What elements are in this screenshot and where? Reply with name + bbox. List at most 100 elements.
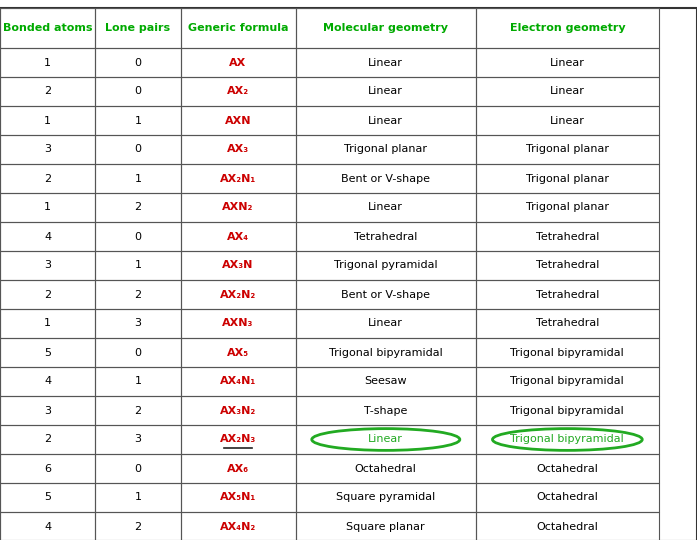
- Bar: [476, 425, 659, 454]
- Bar: [296, 135, 476, 164]
- Text: 0: 0: [135, 232, 141, 241]
- Bar: [476, 135, 659, 164]
- Text: Octahedral: Octahedral: [537, 463, 598, 474]
- Bar: [296, 483, 476, 512]
- Bar: [0, 251, 95, 280]
- Text: 1: 1: [44, 202, 52, 213]
- Text: Trigonal bipyramidal: Trigonal bipyramidal: [510, 376, 625, 387]
- Bar: [476, 251, 659, 280]
- Bar: [181, 251, 296, 280]
- Bar: [95, 338, 181, 367]
- Bar: [296, 280, 476, 309]
- Bar: [181, 280, 296, 309]
- Text: Linear: Linear: [550, 57, 585, 68]
- Bar: [0, 367, 95, 396]
- Text: Seesaw: Seesaw: [365, 376, 407, 387]
- Text: 1: 1: [44, 57, 52, 68]
- Text: Linear: Linear: [550, 86, 585, 97]
- Text: 2: 2: [44, 173, 52, 184]
- Text: Generic formula: Generic formula: [187, 23, 289, 33]
- Bar: [296, 512, 476, 540]
- Bar: [476, 483, 659, 512]
- Bar: [0, 454, 95, 483]
- Text: Square planar: Square planar: [346, 522, 425, 531]
- Bar: [0, 512, 95, 540]
- Text: Linear: Linear: [368, 202, 404, 213]
- Bar: [95, 367, 181, 396]
- Text: AX₅N₁: AX₅N₁: [220, 492, 256, 503]
- Text: Trigonal planar: Trigonal planar: [526, 202, 609, 213]
- Bar: [0, 222, 95, 251]
- Bar: [476, 454, 659, 483]
- Text: Electron geometry: Electron geometry: [510, 23, 625, 33]
- Bar: [95, 77, 181, 106]
- Text: 1: 1: [135, 376, 141, 387]
- Text: Trigonal pyramidal: Trigonal pyramidal: [334, 260, 438, 271]
- Text: Trigonal bipyramidal: Trigonal bipyramidal: [510, 435, 625, 444]
- Bar: [181, 222, 296, 251]
- Bar: [0, 280, 95, 309]
- Text: Linear: Linear: [368, 57, 404, 68]
- Text: 1: 1: [44, 319, 52, 328]
- Text: AX₃N: AX₃N: [222, 260, 254, 271]
- Bar: [181, 309, 296, 338]
- Bar: [95, 309, 181, 338]
- Bar: [296, 77, 476, 106]
- Text: Linear: Linear: [368, 435, 404, 444]
- Bar: [95, 8, 181, 48]
- Bar: [476, 396, 659, 425]
- Bar: [0, 77, 95, 106]
- Text: AX₂N₂: AX₂N₂: [220, 289, 256, 300]
- Bar: [476, 309, 659, 338]
- Text: Trigonal bipyramidal: Trigonal bipyramidal: [510, 348, 625, 357]
- Text: Bent or V-shape: Bent or V-shape: [342, 289, 430, 300]
- Text: 1: 1: [135, 492, 141, 503]
- Text: Tetrahedral: Tetrahedral: [536, 319, 599, 328]
- Bar: [476, 164, 659, 193]
- Text: 4: 4: [44, 232, 52, 241]
- Text: 4: 4: [44, 376, 52, 387]
- Text: Tetrahedral: Tetrahedral: [536, 260, 599, 271]
- Text: Octahedral: Octahedral: [355, 463, 417, 474]
- Text: 4: 4: [44, 522, 52, 531]
- Text: Lone pairs: Lone pairs: [105, 23, 171, 33]
- Text: 0: 0: [135, 86, 141, 97]
- Text: Bent or V-shape: Bent or V-shape: [342, 173, 430, 184]
- Text: AX₄N₁: AX₄N₁: [220, 376, 256, 387]
- Bar: [296, 193, 476, 222]
- Bar: [0, 193, 95, 222]
- Text: 2: 2: [135, 522, 141, 531]
- Bar: [0, 483, 95, 512]
- Text: Bonded atoms: Bonded atoms: [3, 23, 93, 33]
- Bar: [95, 222, 181, 251]
- Text: Trigonal planar: Trigonal planar: [526, 145, 609, 154]
- Bar: [181, 77, 296, 106]
- Bar: [181, 193, 296, 222]
- Bar: [296, 164, 476, 193]
- Text: Trigonal bipyramidal: Trigonal bipyramidal: [510, 406, 625, 415]
- Text: Linear: Linear: [368, 86, 404, 97]
- Bar: [181, 135, 296, 164]
- Bar: [476, 512, 659, 540]
- Bar: [296, 222, 476, 251]
- Text: Linear: Linear: [368, 319, 404, 328]
- Bar: [476, 106, 659, 135]
- Bar: [476, 338, 659, 367]
- Bar: [181, 512, 296, 540]
- Text: 0: 0: [135, 57, 141, 68]
- Text: 3: 3: [44, 145, 52, 154]
- Bar: [476, 367, 659, 396]
- Text: Trigonal planar: Trigonal planar: [344, 145, 427, 154]
- Text: 5: 5: [44, 492, 52, 503]
- Bar: [0, 164, 95, 193]
- Text: AX₅: AX₅: [227, 348, 249, 357]
- Text: Tetrahedral: Tetrahedral: [536, 232, 599, 241]
- Bar: [95, 106, 181, 135]
- Text: 2: 2: [135, 202, 141, 213]
- Text: 2: 2: [44, 86, 52, 97]
- Bar: [476, 8, 659, 48]
- Text: Tetrahedral: Tetrahedral: [536, 289, 599, 300]
- Bar: [95, 483, 181, 512]
- Bar: [181, 483, 296, 512]
- Bar: [296, 425, 476, 454]
